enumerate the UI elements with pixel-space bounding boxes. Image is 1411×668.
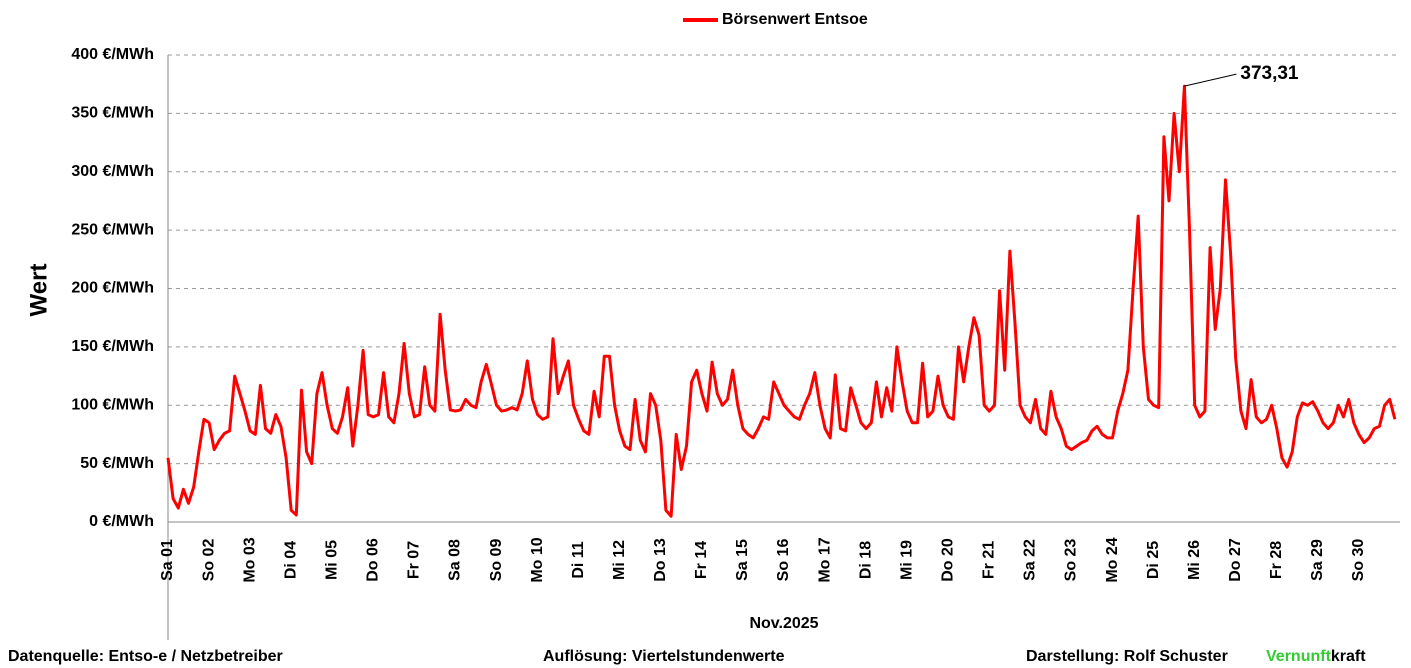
- footer-resolution: Auflösung: Viertelstundenwerte: [543, 648, 785, 665]
- x-tick-label: So 30: [1350, 539, 1367, 582]
- x-tick-label: So 02: [200, 539, 217, 582]
- x-tick-label: Sa 08: [447, 539, 464, 581]
- x-tick-label: Di 25: [1145, 541, 1162, 579]
- brand-black: kraft: [1331, 648, 1366, 665]
- x-tick-label: Sa 15: [734, 539, 751, 581]
- x-tick-label: Do 27: [1227, 538, 1244, 582]
- x-tick-label: Fr 28: [1268, 541, 1285, 579]
- brand-green: Vernunft: [1266, 648, 1332, 665]
- x-tick-label: Mo 17: [816, 537, 833, 582]
- legend-label: Börsenwert Entsoe: [722, 11, 868, 28]
- x-tick-label: Mi 19: [898, 540, 915, 580]
- x-tick-label: Mi 26: [1186, 540, 1203, 580]
- x-tick-label: Sa 22: [1022, 539, 1039, 581]
- x-tick-label: Fr 07: [406, 541, 423, 579]
- y-tick-label: 300 €/MWh: [71, 163, 154, 180]
- y-tick-label: 50 €/MWh: [80, 455, 154, 472]
- x-tick-label: Mi 05: [323, 540, 340, 580]
- annotation-leader: [1184, 73, 1237, 87]
- x-tick-label: So 09: [488, 539, 505, 582]
- x-tick-label: Mo 03: [241, 537, 258, 582]
- y-tick-label: 350 €/MWh: [71, 105, 154, 122]
- footer-source: Datenquelle: Entso-e / Netzbetreiber: [8, 648, 283, 665]
- y-tick-label: 150 €/MWh: [71, 338, 154, 355]
- footer-brand: Vernunftkraft: [1266, 648, 1366, 665]
- y-tick-label: 200 €/MWh: [71, 280, 154, 297]
- x-tick-label: So 23: [1063, 539, 1080, 582]
- x-tick-label: Mo 10: [529, 537, 546, 582]
- x-tick-label: Sa 01: [159, 539, 176, 581]
- y-tick-label: 250 €/MWh: [71, 221, 154, 238]
- y-tick-label: 400 €/MWh: [71, 46, 154, 63]
- footer-author: Darstellung: Rolf Schuster: [1026, 648, 1228, 665]
- data-line: [166, 84, 1397, 518]
- x-tick-label: Mo 24: [1104, 537, 1121, 582]
- annotation: 373,31: [1240, 63, 1299, 84]
- x-axis-label: Nov.2025: [749, 615, 818, 632]
- x-tick-label: Do 13: [652, 538, 669, 582]
- y-tick-label: 100 €/MWh: [71, 396, 154, 413]
- x-tick-label: Sa 29: [1309, 539, 1326, 581]
- x-tick-label: Do 20: [939, 538, 956, 582]
- y-tick-label: 0 €/MWh: [89, 513, 154, 530]
- x-tick-label: So 16: [775, 539, 792, 582]
- x-tick-label: Fr 14: [693, 541, 710, 579]
- y-axis-label: Wert: [25, 264, 52, 317]
- x-tick-label: Mi 12: [611, 540, 628, 580]
- x-tick-label: Di 18: [857, 541, 874, 579]
- x-tick-label: Di 11: [570, 541, 587, 578]
- x-tick-label: Di 04: [282, 541, 299, 579]
- x-tick-label: Fr 21: [981, 541, 998, 579]
- x-tick-label: Do 06: [365, 538, 382, 582]
